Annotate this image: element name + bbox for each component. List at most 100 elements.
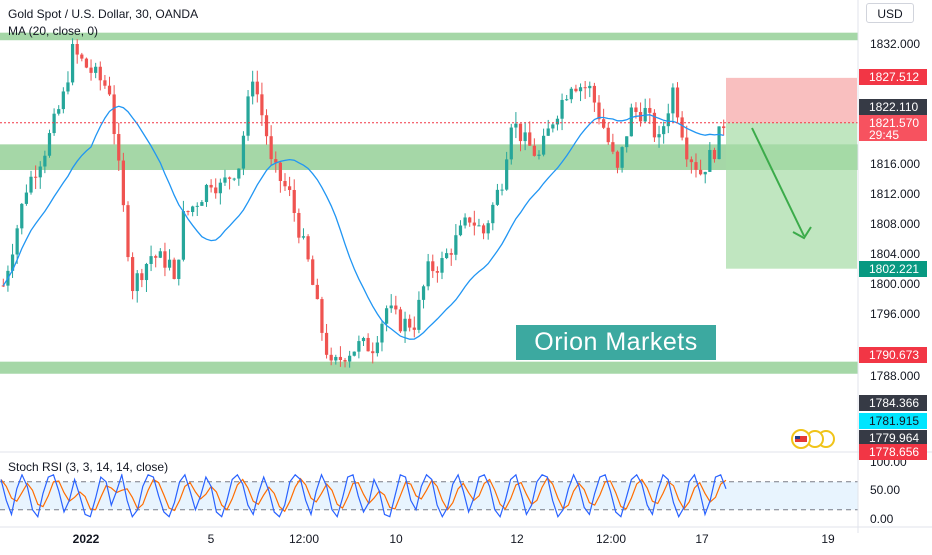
candle-body — [223, 177, 227, 183]
candle-body — [421, 286, 426, 300]
candle-body — [648, 107, 652, 113]
price-tick-label: 1816.000 — [870, 157, 920, 171]
candle-body — [10, 254, 15, 271]
candle-body — [177, 259, 181, 279]
candle-body — [126, 205, 130, 258]
price-tick-label: 1832.000 — [870, 37, 920, 51]
candle-body — [546, 128, 550, 136]
candle-body — [371, 351, 375, 354]
price-label-text: 1778.656 — [869, 445, 919, 459]
candle-body — [445, 253, 449, 259]
price-label-tag — [859, 99, 927, 115]
price-label-tag — [859, 430, 927, 446]
us-flag-stripe — [795, 436, 807, 442]
price-label-tag — [859, 395, 927, 411]
candle-body — [389, 305, 393, 309]
candle-body — [195, 205, 199, 207]
moving-average-line — [2, 105, 724, 340]
candle-body — [241, 135, 246, 169]
candle-body — [569, 88, 573, 100]
candle-body — [431, 261, 435, 272]
currency-button[interactable]: USD — [866, 3, 914, 23]
time-tick-label: 10 — [389, 532, 403, 546]
candle-body — [80, 54, 84, 59]
candle-body — [486, 223, 490, 234]
candle-body — [375, 342, 379, 354]
candle-body — [181, 211, 186, 260]
candle-body — [574, 88, 578, 92]
candle-body — [565, 99, 569, 101]
price-label-text: 1827.512 — [869, 70, 919, 84]
support-resistance-zone — [0, 32, 858, 41]
candle-body — [209, 184, 213, 188]
candle-body — [348, 355, 352, 362]
price-tick-label: 1808.000 — [870, 217, 920, 231]
price-label-tag — [859, 347, 927, 363]
candle-body — [675, 87, 680, 118]
candle-body — [287, 186, 292, 190]
candle-body — [89, 67, 93, 73]
price-tick-label: 1804.000 — [870, 247, 920, 261]
candle-body — [625, 136, 629, 148]
stoch-rsi-label[interactable]: Stoch RSI (3, 3, 14, 14, close) — [8, 460, 169, 474]
candle-body — [94, 66, 98, 73]
candle-body — [666, 113, 670, 127]
candle-body — [412, 327, 416, 330]
price-tick-label: 1788.000 — [870, 369, 920, 383]
price-label-text: 1790.673 — [869, 348, 919, 362]
candle-body — [366, 337, 370, 352]
candle-body — [703, 171, 707, 175]
candle-body — [592, 85, 597, 103]
candle-body — [671, 87, 675, 114]
symbol-title: Gold Spot / U.S. Dollar, 30, OANDA — [8, 7, 199, 21]
candle-body — [532, 145, 536, 156]
candle-body — [232, 178, 236, 180]
time-tick-label: 17 — [695, 532, 709, 546]
candle-body — [158, 251, 162, 258]
candle-body — [200, 202, 204, 206]
candle-body — [214, 187, 218, 194]
candle-body — [514, 123, 518, 128]
candle-body — [500, 189, 504, 191]
candle-body — [343, 360, 347, 362]
time-tick-label: 2022 — [73, 532, 100, 546]
stoch-tick-label: 50.00 — [870, 483, 900, 497]
price-label-text: 1781.915 — [869, 414, 919, 428]
price-label-tag — [859, 413, 927, 429]
time-tick-label: 12:00 — [596, 532, 626, 546]
event-flags — [791, 429, 835, 449]
candle-body — [154, 256, 158, 258]
price-label-text: 1822.110 — [869, 100, 918, 114]
candle-body — [329, 354, 333, 361]
candle-body — [204, 184, 209, 203]
candle-body — [172, 259, 176, 279]
candle-body — [449, 253, 453, 255]
candle-body — [657, 134, 661, 138]
candle-body — [98, 66, 102, 81]
candle-body — [186, 211, 190, 213]
ma-layer — [2, 105, 724, 340]
candle-body — [361, 337, 366, 342]
candle-body — [403, 318, 407, 332]
candle-body — [191, 206, 195, 213]
candle-body — [417, 299, 421, 330]
candle-body — [398, 309, 403, 332]
candle-body — [560, 99, 564, 119]
candle-body — [629, 107, 633, 137]
candle-body — [698, 169, 703, 175]
time-tick-label: 19 — [821, 532, 835, 546]
candle-body — [694, 162, 698, 170]
candle-body — [495, 189, 500, 205]
candle-body — [15, 228, 19, 255]
stoch-d-line — [0, 476, 727, 513]
candle-body — [43, 155, 47, 167]
support-resistance-zone — [0, 361, 858, 374]
candle-body — [38, 166, 42, 178]
candle-body — [246, 96, 250, 136]
candle-body — [435, 271, 440, 273]
ma-indicator-label[interactable]: MA (20, close, 0) — [8, 24, 99, 38]
candle-body — [255, 81, 259, 95]
